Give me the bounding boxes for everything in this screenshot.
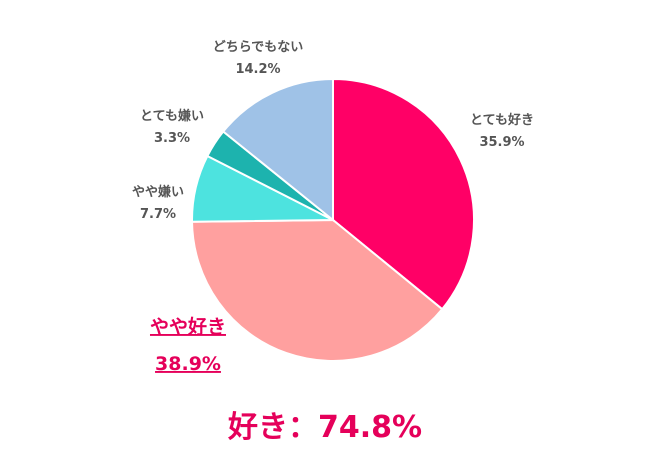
slice-label: どちらでもない xyxy=(213,40,304,55)
slice-value-label: 38.9% xyxy=(155,353,221,375)
pie-slice xyxy=(221,77,334,223)
pie-labels: とても好き 35.9% やや好き 38.9% やや嫌い 7.7% とても嫌い 3.3% どちらで… xyxy=(132,40,534,375)
slice-label: とても好き xyxy=(470,112,534,128)
slice-value-label: 35.9% xyxy=(479,135,524,150)
slice-value-label: 7.7% xyxy=(140,207,176,222)
pie-slices xyxy=(190,77,475,362)
slice-value-label: 14.2% xyxy=(235,62,280,77)
slice-label: やや嫌い xyxy=(132,184,184,200)
pie-slice xyxy=(190,218,444,362)
slice-label: やや好き xyxy=(150,315,226,338)
pie-slice xyxy=(332,77,475,311)
slice-label: とても嫌い xyxy=(140,108,204,124)
slice-value-label: 3.3% xyxy=(154,131,190,146)
summary-label: 好き：74.8% xyxy=(227,410,422,445)
